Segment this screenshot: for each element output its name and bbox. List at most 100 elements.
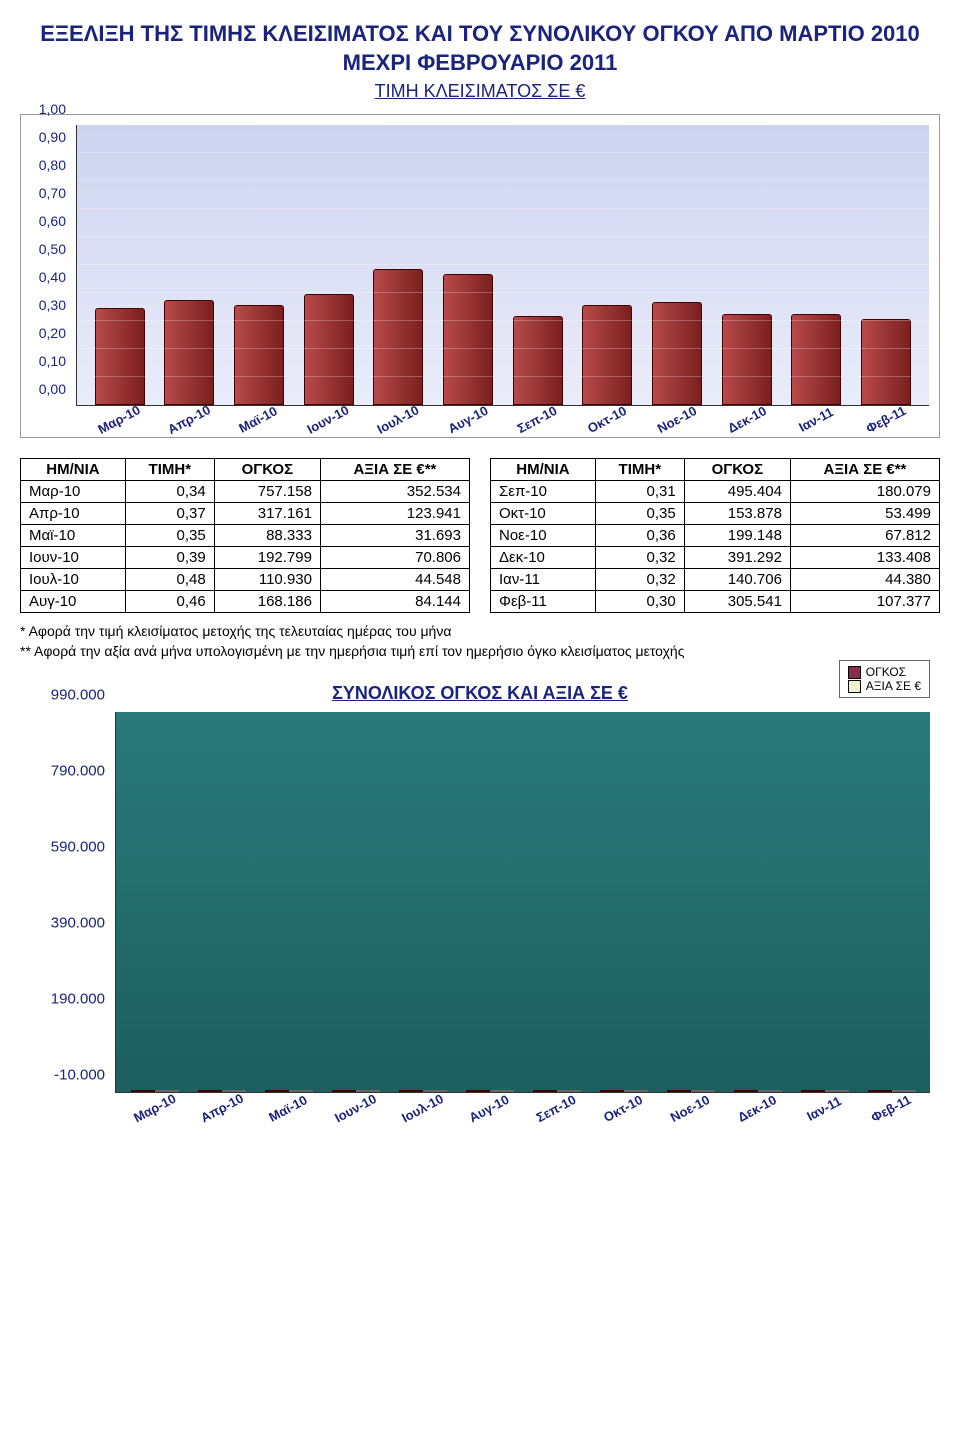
bar — [722, 314, 772, 406]
bar — [861, 319, 911, 405]
bar-group — [533, 1090, 581, 1092]
table-cell: 0,35 — [125, 525, 214, 547]
table-cell: Δεκ-10 — [491, 547, 596, 569]
table-row: Νοε-100,36199.14867.812 — [491, 525, 940, 547]
y-tick: 0,10 — [39, 353, 66, 369]
x-label: Φεβ-11 — [868, 1092, 914, 1126]
table-cell: 123.941 — [320, 503, 469, 525]
y-tick: 0,60 — [39, 213, 66, 229]
x-label: Σεπ-10 — [533, 1092, 579, 1126]
x-label: Μαρ-10 — [94, 402, 143, 438]
bar-value — [155, 1090, 179, 1092]
legend-swatch-value — [848, 680, 861, 693]
table-cell: 84.144 — [320, 591, 469, 613]
table-row: Μαρ-100,34757.158352.534 — [21, 481, 470, 503]
x-label: Νοε-10 — [667, 1092, 713, 1126]
bar-value — [691, 1090, 715, 1092]
table-cell: 305.541 — [684, 591, 790, 613]
table-cell: 0,39 — [125, 547, 214, 569]
table-cell: 0,30 — [595, 591, 684, 613]
table-cell: 0,46 — [125, 591, 214, 613]
bar — [373, 269, 423, 405]
table-cell: 140.706 — [684, 569, 790, 591]
legend-swatch-volume — [848, 666, 861, 679]
y-tick: 0,40 — [39, 269, 66, 285]
bar-group — [265, 1090, 313, 1092]
bar-volume — [466, 1090, 490, 1092]
th-date: ΗΜ/ΝΙΑ — [21, 459, 126, 481]
x-label: Δεκ-10 — [734, 1092, 780, 1126]
y-tick: 0,50 — [39, 241, 66, 257]
th-value: ΑΞΙΑ ΣΕ €** — [320, 459, 469, 481]
table-cell: 0,31 — [595, 481, 684, 503]
bar-group — [868, 1090, 916, 1092]
y-tick: 990.000 — [51, 687, 105, 704]
table-row: Αυγ-100,46168.18684.144 — [21, 591, 470, 613]
table-left: ΗΜ/ΝΙΑ ΤΙΜΗ* ΟΓΚΟΣ ΑΞΙΑ ΣΕ €** Μαρ-100,3… — [20, 458, 470, 613]
x-label: Οκτ-10 — [600, 1092, 646, 1126]
table-cell: 0,36 — [595, 525, 684, 547]
table-row: Μαϊ-100,3588.33331.693 — [21, 525, 470, 547]
table-cell: 133.408 — [790, 547, 939, 569]
bar-group — [667, 1090, 715, 1092]
bar — [791, 314, 841, 406]
y-tick: 1,00 — [39, 101, 66, 117]
bar-group — [734, 1090, 782, 1092]
table-cell: Ιαν-11 — [491, 569, 596, 591]
bar — [513, 316, 563, 405]
x-label: Αυγ-10 — [443, 402, 492, 438]
x-label: Απρ-10 — [198, 1092, 244, 1126]
table-cell: 199.148 — [684, 525, 790, 547]
table-cell: Οκτ-10 — [491, 503, 596, 525]
bar-value — [758, 1090, 782, 1092]
y-tick: 390.000 — [51, 915, 105, 932]
table-cell: 192.799 — [214, 547, 320, 569]
table-cell: 168.186 — [214, 591, 320, 613]
table-cell: Απρ-10 — [21, 503, 126, 525]
x-label: Μαϊ-10 — [234, 402, 283, 438]
x-label: Μαϊ-10 — [265, 1092, 311, 1126]
x-label: Ιαν-11 — [792, 402, 841, 438]
x-label: Ιαν-11 — [801, 1092, 847, 1126]
th-volume: ΟΓΚΟΣ — [214, 459, 320, 481]
legend: ΟΓΚΟΣ ΑΞΙΑ ΣΕ € — [839, 660, 930, 698]
table-cell: 391.292 — [684, 547, 790, 569]
table-cell: 0,32 — [595, 569, 684, 591]
y-tick: 0,70 — [39, 185, 66, 201]
table-cell: Αυγ-10 — [21, 591, 126, 613]
y-tick: 590.000 — [51, 839, 105, 856]
x-label: Νοε-10 — [652, 402, 701, 438]
table-row: Ιαν-110,32140.70644.380 — [491, 569, 940, 591]
table-cell: 67.812 — [790, 525, 939, 547]
legend-label-value: ΑΞΙΑ ΣΕ € — [866, 679, 921, 693]
x-label: Σεπ-10 — [513, 402, 562, 438]
bar-volume — [667, 1090, 691, 1092]
x-label: Ιουλ-10 — [399, 1092, 445, 1126]
bar-group — [801, 1090, 849, 1092]
table-row: Ιουλ-100,48110.93044.548 — [21, 569, 470, 591]
table-cell: 0,34 — [125, 481, 214, 503]
table-cell: Ιουν-10 — [21, 547, 126, 569]
bar-value — [557, 1090, 581, 1092]
table-cell: 107.377 — [790, 591, 939, 613]
table-cell: 180.079 — [790, 481, 939, 503]
subtitle-2: ΣΥΝΟΛΙΚΟΣ ΟΓΚΟΣ ΚΑΙ ΑΞΙΑ ΣΕ € — [20, 683, 940, 704]
th-value: ΑΞΙΑ ΣΕ €** — [790, 459, 939, 481]
subtitle-1: ΤΙΜΗ ΚΛΕΙΣΙΜΑΤΟΣ ΣΕ € — [20, 81, 940, 102]
x-label: Απρ-10 — [164, 402, 213, 438]
table-cell: 31.693 — [320, 525, 469, 547]
th-price: ΤΙΜΗ* — [595, 459, 684, 481]
bar-volume — [399, 1090, 423, 1092]
bar-group — [466, 1090, 514, 1092]
x-label: Ιουλ-10 — [373, 402, 422, 438]
table-cell: 0,37 — [125, 503, 214, 525]
table-cell: 53.499 — [790, 503, 939, 525]
table-cell: Ιουλ-10 — [21, 569, 126, 591]
table-cell: 0,48 — [125, 569, 214, 591]
price-chart: 0,000,100,200,300,400,500,600,700,800,90… — [20, 114, 940, 438]
y-tick: 0,00 — [39, 381, 66, 397]
table-row: Ιουν-100,39192.79970.806 — [21, 547, 470, 569]
bar-volume — [533, 1090, 557, 1092]
table-cell: Μαρ-10 — [21, 481, 126, 503]
main-title: ΕΞΕΛΙΞΗ ΤΗΣ ΤΙΜΗΣ ΚΛΕΙΣΙΜΑΤΟΣ ΚΑΙ ΤΟΥ ΣΥ… — [20, 20, 940, 77]
